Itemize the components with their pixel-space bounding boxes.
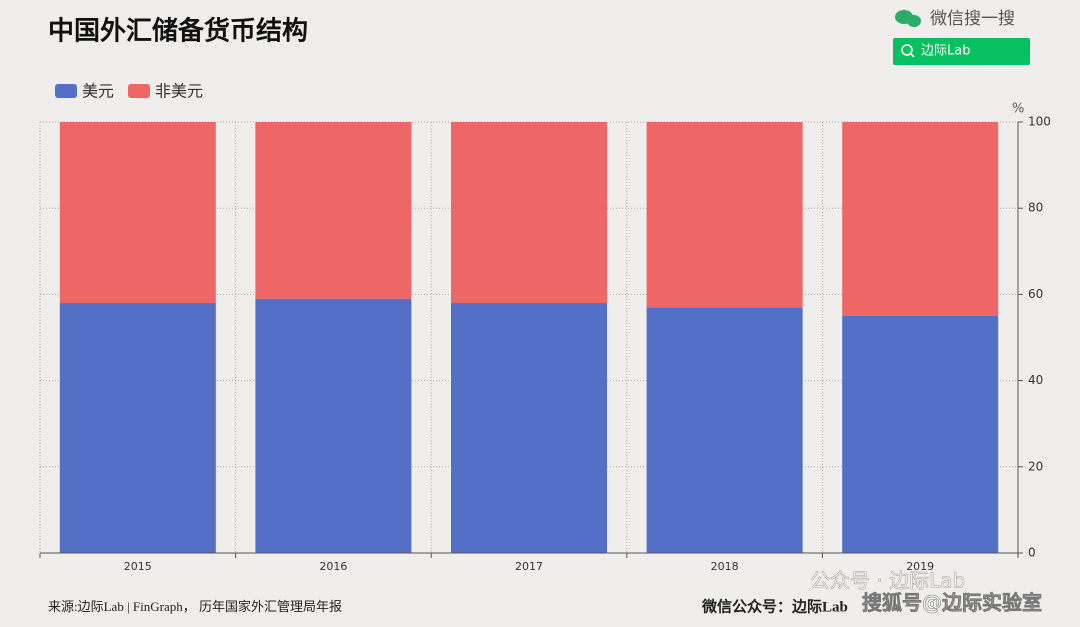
y-tick-label: 0	[1028, 546, 1036, 560]
y-tick-label: 60	[1028, 287, 1043, 301]
source-note: 来源:边际Lab | FinGraph， 历年国家外汇管理局年报	[48, 599, 342, 614]
search-text: 微信搜一搜	[930, 9, 1015, 29]
y-tick-label: 40	[1028, 373, 1043, 387]
bar-segment	[646, 307, 803, 553]
bar-segment	[451, 303, 607, 553]
legend-swatch	[55, 84, 77, 98]
search-button-label: 边际Lab	[921, 44, 970, 59]
bar-segment	[842, 122, 999, 316]
x-tick-label: 2018	[711, 560, 739, 573]
bar-segment	[59, 303, 216, 553]
y-tick-label: 100	[1028, 115, 1051, 129]
search-icon	[901, 44, 913, 56]
bar-segment	[451, 122, 607, 304]
wechat-logo	[895, 10, 921, 27]
watermark: 公众号 · 边际Lab	[810, 569, 965, 593]
bar-segment	[255, 122, 412, 299]
y-tick-label: 80	[1028, 201, 1043, 215]
y-tick-label: 20	[1028, 459, 1043, 473]
legend-label: 美元	[82, 82, 114, 101]
x-tick-label: 2015	[124, 560, 152, 573]
account-note: 微信公众号：边际Lab	[701, 597, 848, 615]
legend-label: 非美元	[155, 82, 203, 101]
x-tick-label: 2016	[319, 560, 347, 573]
search-icon	[910, 53, 915, 58]
bar-segment	[646, 122, 803, 308]
bar-segment	[59, 122, 216, 304]
legend-swatch	[128, 84, 150, 98]
x-tick-label: 2019	[906, 560, 934, 573]
watermark: 搜狐号@边际实验室	[862, 591, 1042, 615]
search-button[interactable]	[893, 38, 1030, 65]
bar-segment	[255, 298, 412, 553]
y-unit: %	[1012, 102, 1024, 117]
x-tick-label: 2017	[515, 560, 543, 573]
chart-title: 中国外汇储备货币结构	[48, 16, 308, 47]
bar-segment	[842, 315, 999, 553]
